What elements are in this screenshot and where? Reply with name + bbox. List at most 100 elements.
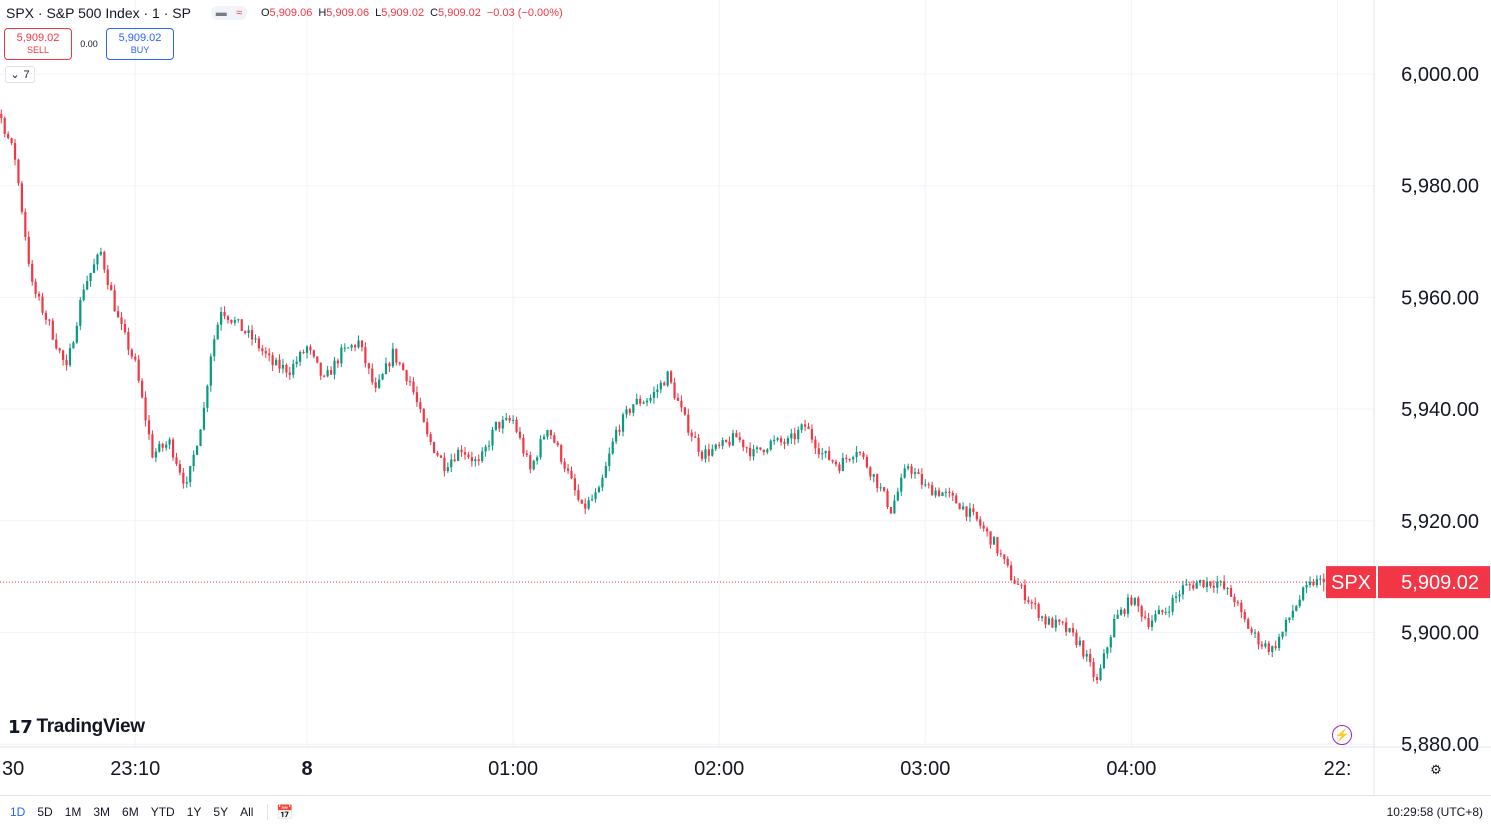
- candle: [865, 454, 869, 469]
- clock-readout[interactable]: 10:29:58 (UTC+8): [1386, 805, 1483, 819]
- candle: [261, 344, 264, 356]
- candle: [591, 494, 594, 502]
- candle-body: [1298, 599, 1301, 607]
- candle: [1116, 609, 1119, 619]
- candle-body: [625, 409, 628, 415]
- candle: [343, 343, 346, 353]
- candle: [961, 502, 965, 511]
- candle-body: [364, 347, 367, 364]
- candle: [1102, 649, 1106, 670]
- candle-body: [505, 418, 508, 420]
- indicators-toggle-button[interactable]: ⌄ 7: [5, 66, 35, 83]
- symbol-title[interactable]: SPX · S&P 500 Index · 1 · SP: [6, 5, 191, 21]
- candle-body: [889, 507, 893, 514]
- candle: [436, 450, 439, 457]
- candle-body: [1140, 606, 1143, 617]
- candle-body: [34, 281, 37, 294]
- candle-body: [195, 446, 199, 455]
- candle-body: [776, 438, 779, 440]
- candle: [395, 348, 398, 366]
- candle: [965, 506, 968, 522]
- candle: [474, 456, 477, 467]
- candle: [1264, 640, 1267, 649]
- candle: [759, 447, 762, 451]
- candle: [680, 395, 683, 413]
- range-5y[interactable]: 5Y: [213, 805, 229, 819]
- candle-body: [168, 439, 171, 445]
- candle-body: [295, 361, 298, 364]
- candle-body: [274, 359, 278, 366]
- candle-body: [1133, 597, 1136, 605]
- range-5d[interactable]: 5D: [37, 805, 53, 819]
- candle: [450, 453, 453, 473]
- candle-body: [676, 397, 680, 401]
- candle: [408, 376, 412, 387]
- candle-body: [907, 466, 910, 469]
- candle-body: [481, 451, 484, 462]
- chart-style-toggle[interactable]: ▬ ≈: [210, 6, 247, 20]
- candle-body: [628, 409, 631, 413]
- candle-body: [37, 293, 41, 297]
- calendar-goto-icon[interactable]: 📅: [276, 803, 294, 820]
- candle: [192, 450, 195, 472]
- range-6m[interactable]: 6M: [122, 805, 139, 819]
- candle-body: [917, 472, 920, 475]
- candle-body: [41, 296, 44, 313]
- candle: [1137, 596, 1140, 612]
- candle: [913, 467, 917, 479]
- range-1d[interactable]: 1D: [10, 805, 26, 819]
- candle: [398, 361, 401, 366]
- candle-body: [728, 441, 731, 446]
- candle-body: [865, 456, 869, 468]
- candle-body: [773, 439, 776, 441]
- buy-button[interactable]: 5,909.02 BUY: [106, 28, 174, 60]
- tradingview-logo[interactable]: 𝟭𝟳 TradingView: [8, 716, 145, 738]
- candle: [828, 446, 831, 461]
- candle-body: [1071, 628, 1075, 633]
- y-axis[interactable]: 6,000.00 5,980.00 5,960.00 5,940.00 5,920.00…: [1401, 64, 1479, 756]
- candle-body: [670, 371, 673, 383]
- candlestick-chart[interactable]: 6,000.00 5,980.00 5,960.00 5,940.00 5,920.00…: [0, 0, 1491, 795]
- candle: [10, 137, 13, 146]
- range-1m[interactable]: 1M: [64, 805, 82, 819]
- gear-icon[interactable]: ⚙: [1430, 762, 1442, 777]
- candle: [127, 327, 130, 356]
- range-all[interactable]: All: [240, 805, 254, 819]
- candle-body: [687, 414, 690, 433]
- x-axis[interactable]: 30 23:10 8 01:00 02:00 03:00 04:00 22:: [2, 758, 1351, 780]
- range-ytd[interactable]: YTD: [150, 805, 175, 819]
- candle: [1010, 561, 1013, 581]
- candle: [762, 449, 765, 456]
- candle: [1271, 645, 1274, 658]
- candle: [1013, 576, 1016, 585]
- candle: [601, 474, 604, 492]
- lightning-icon[interactable]: ⚡: [1332, 725, 1352, 745]
- candle: [635, 393, 638, 405]
- candle-body: [1061, 621, 1064, 623]
- candle: [1150, 615, 1154, 631]
- candle: [1247, 617, 1250, 629]
- range-1y[interactable]: 1Y: [186, 805, 202, 819]
- candle-body: [281, 364, 285, 369]
- candle-body: [755, 447, 759, 449]
- candle: [1229, 584, 1233, 597]
- candle-body: [759, 447, 762, 450]
- candle: [333, 356, 336, 380]
- candle: [752, 444, 755, 461]
- candle: [1154, 610, 1157, 623]
- candle-body: [1192, 585, 1195, 589]
- candle: [422, 407, 425, 423]
- candle-body: [1130, 597, 1133, 605]
- candle-body: [663, 382, 666, 386]
- candle: [189, 465, 192, 487]
- candle-body: [89, 272, 92, 282]
- range-3m[interactable]: 3M: [93, 805, 111, 819]
- candle: [1130, 594, 1133, 607]
- candle-body: [151, 434, 154, 458]
- candle-body: [968, 508, 972, 517]
- candle: [110, 281, 113, 291]
- candle-body: [1164, 611, 1167, 613]
- candle: [656, 384, 659, 398]
- sell-button[interactable]: 5,909.02 SELL: [4, 28, 72, 60]
- candle-body: [154, 451, 157, 458]
